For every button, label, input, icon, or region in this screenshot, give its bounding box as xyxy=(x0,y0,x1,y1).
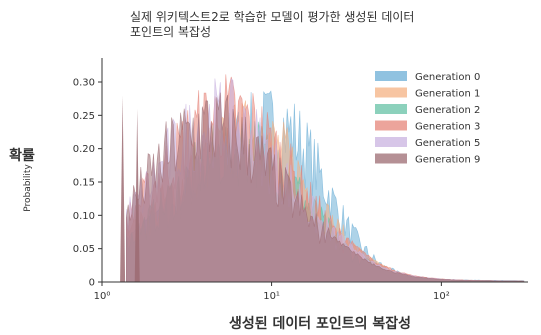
spike-1 xyxy=(134,108,140,283)
legend-swatch xyxy=(375,120,407,131)
legend-label: Generation 0 xyxy=(415,72,480,83)
y-tick-label: 0.05 xyxy=(73,244,95,255)
y-tick-label: 0.20 xyxy=(73,144,95,155)
legend: Generation 0 Generation 1 Generation 2 Gene… xyxy=(375,71,480,166)
x-tick-label: 10⁰ xyxy=(94,291,111,302)
chart-title-line: 포인트의 복잡성 xyxy=(130,25,211,39)
legend-swatch xyxy=(375,153,407,164)
axes: 0 0.05 0.10 0.15 0.20 0.25 0.30 10⁰ 10¹ 10² 생성된 데이… xyxy=(9,58,528,332)
legend-label: Generation 2 xyxy=(415,105,480,116)
x-tick-label: 10¹ xyxy=(263,291,280,302)
y-tick-label: 0.30 xyxy=(73,78,95,89)
plot-area xyxy=(120,74,525,283)
y-tick-label: 0.25 xyxy=(73,111,95,122)
legend-label: Generation 3 xyxy=(415,122,480,133)
y-tick-label: 0.10 xyxy=(73,211,95,222)
y-axis-label: 확률 xyxy=(9,147,35,164)
y-tick-label: 0 xyxy=(89,278,95,289)
y-tick-label: 0.15 xyxy=(73,178,95,189)
legend-swatch xyxy=(375,87,407,98)
x-tick-label: 10² xyxy=(433,291,450,302)
x-axis-label: 생성된 데이터 포인트의 복잡성 xyxy=(229,315,411,332)
y-axis-label-secondary: Probability xyxy=(23,164,33,212)
legend-label: Generation 1 xyxy=(415,89,480,100)
legend-label: Generation 9 xyxy=(415,155,480,166)
spike-0 xyxy=(120,95,126,282)
legend-label: Generation 5 xyxy=(415,138,480,149)
series-area-generation-9 xyxy=(126,92,525,283)
chart-title-line: 실제 위키텍스트2로 학습한 모델이 평가한 생성된 데이터 xyxy=(130,10,414,24)
legend-swatch xyxy=(375,71,407,81)
legend-swatch xyxy=(375,137,407,147)
legend-swatch xyxy=(375,104,407,114)
